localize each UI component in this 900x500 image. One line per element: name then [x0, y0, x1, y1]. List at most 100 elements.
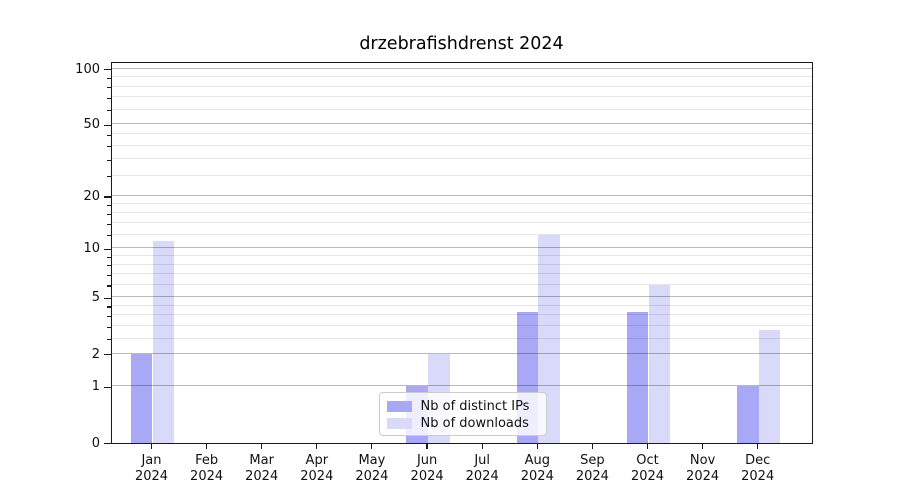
gridline-minor-16: [111, 212, 812, 213]
y-minor-tick-mark-7: [106, 274, 111, 276]
year-label: 2024: [245, 469, 279, 484]
gridline-minor-14: [111, 222, 812, 224]
x-tick-mark-dec: [757, 443, 759, 449]
year-label: 2024: [355, 469, 389, 484]
year-label: 2024: [520, 469, 554, 484]
month-label: Dec: [745, 452, 771, 468]
x-tick-mark-sep: [591, 443, 593, 449]
gridline-minor-60: [111, 108, 812, 110]
chart-title: drzebrafishdrenst 2024: [359, 34, 564, 54]
gridline-major-1: [111, 385, 812, 387]
y-minor-tick-mark-6: [106, 285, 111, 287]
y-minor-tick-mark-80: [106, 87, 111, 89]
gridline-minor-9: [111, 255, 812, 256]
y-minor-tick-mark-2.6: [106, 339, 111, 341]
x-tick-label-feb: Feb 2024: [177, 453, 237, 486]
y-minor-tick-mark-14: [106, 223, 111, 225]
month-label: May: [358, 452, 386, 468]
x-tick-label-aug: Aug 2024: [507, 453, 567, 486]
x-tick-mark-mar: [261, 443, 263, 449]
legend: Nb of distinct IPs Nb of downloads: [378, 392, 547, 436]
legend-label-distinct-ips: Nb of distinct IPs: [420, 398, 530, 414]
gridline-minor-2.6: [111, 337, 812, 339]
y-tick-mark-5: [104, 297, 111, 300]
y-minor-tick-mark-8: [106, 265, 111, 267]
y-tick-mark-10: [104, 248, 111, 250]
y-tick-label-5: 5: [91, 290, 100, 306]
bar-downloads-oct: [648, 284, 671, 443]
month-label: Aug: [524, 452, 550, 468]
x-tick-label-nov: Nov 2024: [673, 453, 733, 486]
y-tick-label-10: 10: [83, 241, 100, 257]
y-tick-label-1: 1: [91, 379, 100, 395]
bar-downloads-aug: [538, 234, 560, 443]
gridline-minor-3.2: [111, 325, 812, 327]
x-tick-label-apr: Apr 2024: [287, 453, 347, 486]
x-tick-label-mar: Mar 2024: [232, 453, 292, 486]
x-tick-mark-oct: [646, 443, 649, 449]
gridline-major-50: [111, 123, 812, 124]
x-tick-mark-may: [371, 443, 373, 449]
y-tick-mark-0: [104, 443, 111, 445]
y-minor-tick-mark-32: [106, 159, 111, 161]
y-tick-mark-100: [104, 69, 111, 71]
year-label: 2024: [134, 469, 169, 484]
gridline-minor-80: [111, 85, 812, 87]
bar-downloads-jan: [152, 241, 175, 443]
x-tick-label-jan: Jan 2024: [122, 453, 182, 486]
y-minor-tick-mark-26: [106, 176, 111, 178]
y-minor-tick-mark-4.4: [106, 306, 111, 308]
gridline-minor-38: [111, 144, 812, 146]
x-tick-mark-feb: [206, 443, 208, 449]
gridline-major-10: [111, 247, 812, 249]
x-tick-mark-jan: [150, 443, 153, 449]
y-minor-tick-mark-18: [106, 204, 111, 206]
month-label: Jan: [141, 452, 162, 468]
y-tick-label-2: 2: [91, 346, 100, 362]
gridline-minor-90: [111, 76, 812, 78]
month-label: Apr: [305, 452, 329, 468]
month-label: Mar: [249, 452, 274, 468]
gridline-minor-26: [111, 174, 812, 176]
bar-distinct-ips-oct: [626, 312, 649, 443]
y-tick-label-50: 50: [83, 117, 100, 132]
y-minor-tick-mark-70: [106, 97, 111, 99]
year-label: 2024: [741, 469, 775, 484]
gridline-minor-12: [111, 233, 812, 235]
x-tick-mark-jul: [481, 443, 483, 449]
x-tick-mark-jun: [426, 443, 428, 449]
gridline-major-20: [111, 194, 812, 196]
month-label: Jun: [416, 452, 438, 468]
bar-downloads-dec: [758, 330, 781, 443]
x-tick-mark-nov: [702, 443, 704, 449]
gridline-minor-7: [111, 273, 812, 275]
x-tick-label-jun: Jun 2024: [397, 453, 457, 486]
y-minor-tick-mark-90: [106, 77, 111, 79]
month-label: Feb: [195, 452, 219, 468]
year-label: 2024: [575, 469, 609, 484]
month-label: Nov: [689, 452, 716, 468]
x-tick-mark-aug: [536, 443, 538, 449]
y-minor-tick-mark-44: [106, 134, 111, 136]
x-tick-label-jul: Jul 2024: [452, 453, 512, 486]
legend-swatch-downloads: [386, 417, 412, 429]
y-minor-tick-mark-3.8: [106, 315, 111, 318]
y-minor-tick-mark-9: [106, 256, 111, 258]
y-minor-tick-mark-38: [106, 146, 111, 148]
legend-item-distinct-ips: Nb of distinct IPs: [386, 398, 538, 414]
gridline-minor-3.8: [111, 314, 812, 316]
y-tick-mark-50: [104, 124, 111, 126]
year-label: 2024: [686, 469, 720, 484]
month-label: Oct: [636, 452, 659, 468]
gridline-minor-44: [111, 133, 812, 135]
year-label: 2024: [465, 469, 499, 484]
x-tick-label-may: May 2024: [342, 453, 402, 486]
gridline-major-100: [111, 67, 812, 69]
y-minor-tick-mark-60: [106, 110, 111, 112]
month-label: Jul: [474, 452, 491, 468]
year-label: 2024: [410, 469, 444, 484]
bar-distinct-ips-jan: [130, 353, 153, 443]
gridline-minor-32: [111, 158, 812, 160]
y-tick-mark-20: [104, 196, 111, 198]
